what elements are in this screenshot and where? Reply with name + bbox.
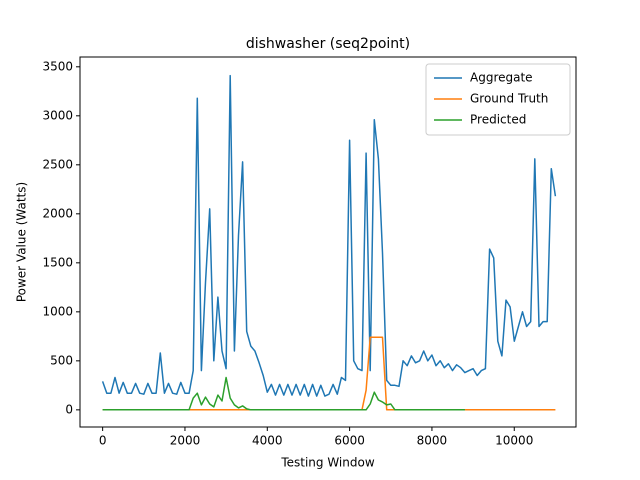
y-tick-label: 500	[50, 353, 73, 367]
legend-label: Aggregate	[470, 71, 533, 85]
chart-title: dishwasher (seq2point)	[246, 36, 410, 52]
data-line	[102, 376, 465, 411]
legend-box	[425, 63, 571, 136]
plot-frame	[79, 56, 577, 428]
legend-label: Predicted	[470, 113, 526, 127]
x-tick-label: 4000	[252, 434, 283, 448]
data-line	[102, 336, 556, 411]
legend-label: Ground Truth	[470, 92, 548, 106]
y-axis-label: Power Value (Watts)	[15, 182, 29, 302]
data-line	[101, 74, 557, 397]
x-tick-label: 10000	[495, 434, 533, 448]
x-tick-label: 2000	[170, 434, 201, 448]
x-axis-label: Testing Window	[280, 456, 375, 470]
y-tick-label: 2000	[42, 206, 73, 220]
y-tick-label: 3000	[42, 108, 73, 122]
y-tick-label: 1000	[42, 304, 73, 318]
y-tick-label: 1500	[42, 255, 73, 269]
x-tick-label: 0	[99, 434, 107, 448]
x-tick-label: 8000	[417, 434, 448, 448]
y-tick-label: 3500	[42, 59, 73, 73]
x-tick-label: 6000	[334, 434, 365, 448]
y-tick-label: 0	[65, 402, 73, 416]
y-tick-label: 2500	[42, 157, 73, 171]
